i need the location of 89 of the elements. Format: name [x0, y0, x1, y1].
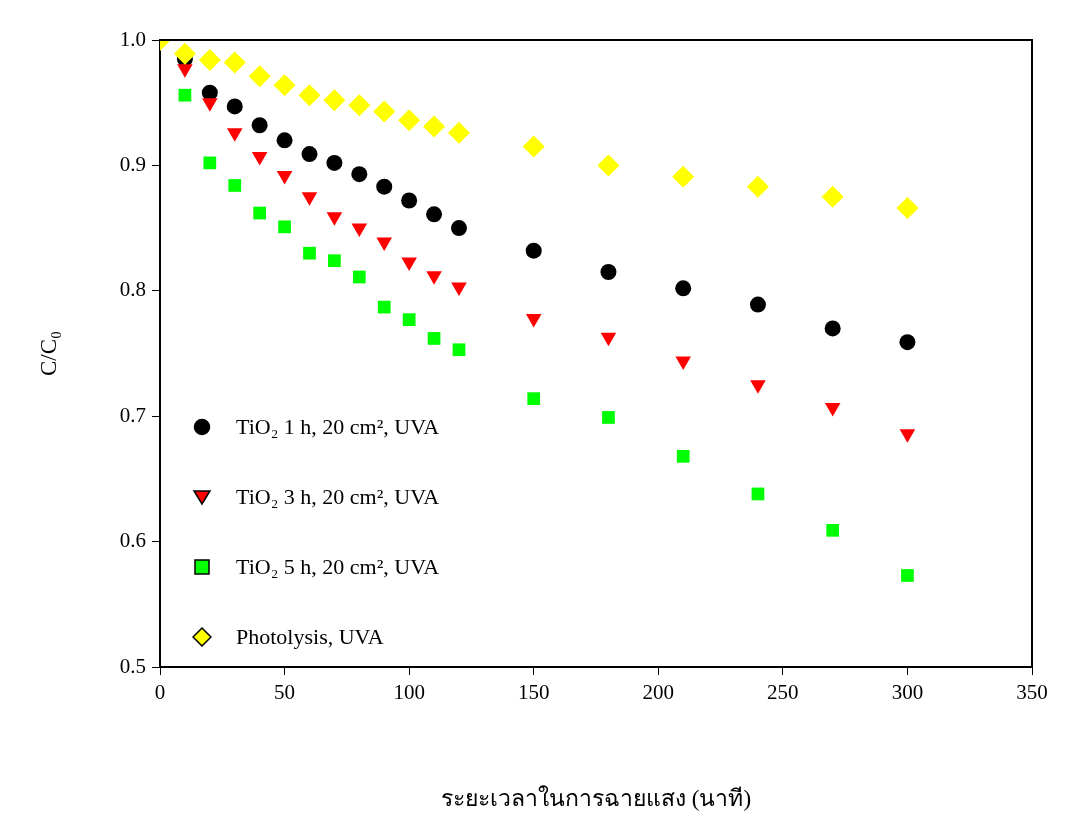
point — [326, 154, 343, 171]
point — [301, 192, 318, 206]
point — [675, 356, 691, 371]
point — [348, 94, 371, 117]
point — [899, 334, 916, 351]
point — [276, 170, 293, 185]
point — [226, 128, 243, 142]
legend-label: TiO₂ 5 h, 20 cm², UVA — [236, 554, 440, 580]
point — [901, 569, 914, 582]
point — [376, 237, 393, 251]
point — [177, 64, 193, 78]
legend-label: TiO₂ 3 h, 20 cm², UVA — [236, 484, 440, 510]
point — [749, 296, 766, 313]
point — [896, 197, 919, 220]
x-tick-label: 250 — [767, 680, 799, 705]
point — [676, 449, 690, 463]
point — [426, 271, 442, 285]
point — [226, 98, 243, 115]
point — [351, 223, 368, 238]
point — [746, 175, 769, 198]
point — [525, 242, 542, 259]
point — [447, 121, 470, 144]
point — [326, 212, 343, 226]
point — [251, 117, 268, 134]
y-tick-label: 0.9 — [119, 151, 146, 176]
y-tick-label: 1.0 — [119, 26, 146, 51]
point — [377, 300, 391, 314]
point — [253, 206, 267, 220]
point — [423, 115, 446, 138]
point — [351, 166, 368, 183]
point — [373, 100, 396, 123]
point — [824, 320, 841, 337]
point — [450, 220, 467, 237]
x-tick-label: 200 — [642, 680, 675, 705]
point — [203, 156, 217, 170]
legend-label: Photolysis, UVA — [236, 624, 384, 650]
x-tick-label: 0 — [154, 680, 166, 705]
point — [323, 89, 346, 112]
y-tick-label: 0.7 — [119, 402, 146, 427]
point — [750, 380, 766, 394]
point — [352, 270, 366, 284]
y-axis-title: C/C₀ — [36, 330, 62, 377]
point — [301, 146, 318, 163]
point — [401, 192, 418, 209]
point — [602, 411, 615, 424]
point — [223, 51, 246, 74]
point — [821, 185, 844, 208]
y-tick-label: 0.5 — [119, 653, 146, 678]
point — [899, 429, 916, 443]
point — [376, 178, 393, 195]
point — [826, 523, 840, 537]
point — [298, 84, 321, 107]
point — [527, 392, 541, 406]
point — [273, 74, 296, 97]
point — [597, 154, 620, 177]
y-tick-label: 0.6 — [119, 528, 146, 553]
y-tick-label: 0.8 — [119, 277, 146, 302]
point — [452, 343, 466, 357]
legend-label: TiO₂ 1 h, 20 cm², UVA — [236, 414, 440, 440]
point — [398, 109, 421, 132]
point — [451, 282, 467, 297]
point — [328, 254, 341, 268]
point — [202, 98, 218, 112]
point — [178, 88, 192, 102]
x-tick-label: 100 — [393, 680, 425, 705]
point — [173, 42, 196, 65]
x-axis-title: ระยะเวลาในการฉายแสง (นาที) — [440, 785, 752, 812]
point — [401, 257, 417, 271]
point — [824, 402, 841, 417]
point — [600, 263, 617, 280]
point — [427, 332, 441, 345]
point — [251, 152, 268, 166]
point — [522, 135, 545, 158]
point — [278, 220, 291, 234]
point — [303, 246, 316, 260]
x-tick-label: 300 — [891, 680, 924, 705]
point — [248, 65, 271, 88]
point — [228, 179, 242, 192]
point — [672, 165, 695, 188]
x-tick-label: 50 — [274, 680, 296, 705]
x-tick-label: 150 — [517, 680, 550, 705]
point — [402, 313, 416, 327]
point — [675, 280, 692, 297]
point — [426, 206, 443, 223]
point — [198, 49, 221, 72]
point — [525, 313, 542, 328]
x-tick-label: 350 — [1016, 680, 1048, 705]
point — [276, 132, 293, 149]
point — [600, 332, 617, 347]
